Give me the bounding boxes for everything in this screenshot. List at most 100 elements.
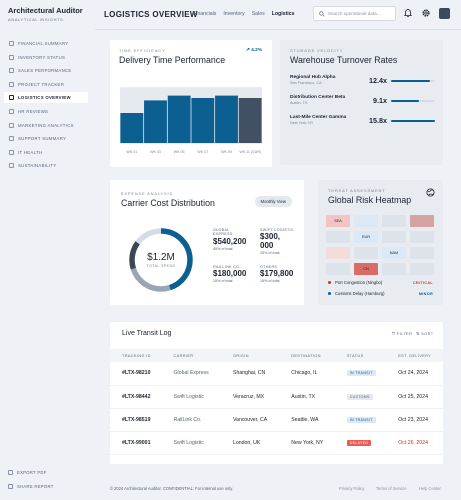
- help-center-link[interactable]: Help Center: [419, 486, 441, 491]
- sidebar-item-inventory-status[interactable]: INVENTORY STATUS: [4, 52, 88, 63]
- destination-cell: New York, NY: [279, 431, 335, 455]
- carrier-card: EXPENSE ANALYSIS Carrier Cost Distributi…: [110, 180, 304, 305]
- carrier-share: 15% of total: [260, 279, 280, 284]
- tracking-id: #LTX-98519: [110, 408, 162, 432]
- column-header[interactable]: STATUS: [334, 349, 387, 362]
- tab-logistics[interactable]: Logistics: [271, 11, 295, 17]
- warehouse-location: New York, NY: [290, 121, 314, 125]
- column-header[interactable]: CARRIER: [161, 349, 221, 362]
- sidebar-item-logistics-overview[interactable]: LOGISTICS OVERVIEW: [4, 92, 88, 104]
- sidebar-item-sustainability[interactable]: SUSTAINABILITY: [4, 160, 88, 171]
- heatmap-cell[interactable]: [410, 263, 434, 275]
- clipboard-icon: [9, 81, 14, 87]
- headset-icon: [9, 136, 14, 142]
- heatmap-cell[interactable]: [382, 215, 406, 227]
- search-box[interactable]: [313, 6, 396, 21]
- status-badge: IN TRANSIT: [346, 416, 376, 423]
- sidebar-item-support-summary[interactable]: SUPPORT SUMMARY: [4, 133, 88, 144]
- risk-alert-name: Customs Delay (Hamburg): [335, 291, 385, 296]
- warehouse-overline: STORAGE VELOCITY: [290, 48, 344, 53]
- carrier-cost: $180,000: [213, 269, 247, 279]
- leaf-icon: [9, 163, 14, 169]
- trend-icon: [9, 68, 14, 74]
- turnover-value: 9.1x: [373, 96, 387, 105]
- truck-icon: [9, 95, 14, 101]
- sidebar-item-marketing-analytics[interactable]: MARKETING ANALYTICS: [4, 120, 88, 131]
- delivery-date-cell: Oct 24, 2024: [386, 362, 443, 386]
- heatmap-cell-sea[interactable]: SEA: [326, 215, 350, 227]
- sidebar-item-label: SUPPORT SUMMARY: [18, 136, 67, 142]
- risk-level: MINOR: [418, 291, 433, 296]
- x-tick-label: WK 07: [197, 150, 208, 154]
- heatmap-cell[interactable]: [354, 215, 378, 227]
- heatmap-cell[interactable]: [326, 263, 350, 275]
- sidebar-item-label: SALES PERFORMANCE: [18, 68, 72, 74]
- heatmap-cell-cn[interactable]: CN: [354, 263, 378, 275]
- sidebar-item-label: IT HEALTH: [18, 149, 43, 155]
- heatmap-cell[interactable]: [410, 231, 434, 243]
- status-cell: IN TRANSIT: [334, 408, 387, 432]
- warehouse-row: Last-Mile Center Gamma New York, NY 15.8x: [290, 115, 435, 125]
- terms-of-service-link[interactable]: Terms of Service: [376, 486, 407, 491]
- heatmap-cell-eur[interactable]: EUR: [354, 231, 378, 243]
- column-header[interactable]: ORIGIN: [220, 349, 280, 362]
- privacy-policy-link[interactable]: Privacy Policy: [339, 486, 365, 491]
- column-header[interactable]: EST. DELIVERY: [386, 349, 443, 362]
- heatmap-cell[interactable]: [326, 247, 350, 259]
- status-badge: CUSTOMS: [346, 393, 373, 400]
- search-input[interactable]: [327, 11, 395, 16]
- carrier-donut-chart: [129, 228, 193, 292]
- heatmap-cell[interactable]: [382, 263, 406, 275]
- risk-alert: Customs Delay (Hamburg) MINOR: [328, 291, 433, 296]
- risk-alert-name: Port Congestion (Ningbo): [335, 280, 383, 285]
- heatmap-cell[interactable]: [354, 247, 378, 259]
- delivery-date-cell: Oct 26, 2024: [386, 431, 443, 455]
- carrier-name: GLOBAL EXPRESS: [213, 228, 233, 237]
- sidebar-item-label: INVENTORY STATUS: [18, 54, 66, 60]
- sidebar-item-hr-reviews[interactable]: HR REVIEWS: [4, 106, 88, 117]
- gear-icon[interactable]: [421, 8, 431, 18]
- tab-sales[interactable]: Sales: [251, 11, 265, 17]
- column-header[interactable]: TRACKING ID: [110, 349, 162, 362]
- heatmap-cell[interactable]: [410, 247, 434, 259]
- avatar[interactable]: [439, 8, 450, 19]
- megaphone-icon: [9, 122, 14, 128]
- carrier-overline: EXPENSE ANALYSIS: [121, 191, 173, 196]
- table-row[interactable]: #LTX-98519 RailLink Co. Vancouver, CA Seatt…: [110, 408, 443, 432]
- donut-total-label: TOTAL SPEND: [146, 264, 176, 268]
- column-header[interactable]: DESTINATION: [279, 349, 335, 362]
- bell-icon[interactable]: [403, 8, 413, 18]
- sidebar-item-financial-summary[interactable]: FINANCIAL SUMMARY: [4, 38, 88, 49]
- monitor-icon: [9, 149, 14, 155]
- warehouse-title: Warehouse Turnover Rates: [290, 55, 398, 65]
- heatmap-cell-nam[interactable]: NAM: [382, 247, 406, 259]
- heatmap-cell[interactable]: [382, 231, 406, 243]
- x-tick-label: WK 01: [126, 150, 137, 154]
- transit-table: TRACKING ID CARRIER ORIGIN DESTINATION STATU…: [110, 349, 443, 455]
- tab-inventory[interactable]: Inventory: [223, 11, 245, 17]
- heatmap-cell[interactable]: [326, 231, 350, 243]
- warehouse-row: Distribution Center Beta Austin, TX 9.1x: [290, 95, 435, 105]
- filter-button[interactable]: ⛉ FILTER: [392, 331, 412, 336]
- share-report-link[interactable]: SHARE REPORT: [8, 484, 54, 489]
- turnover-value: 12.4x: [369, 76, 387, 85]
- people-icon: [9, 108, 14, 114]
- table-row[interactable]: #LTX-98210 Global Express Shanghai, CN Chic…: [110, 362, 443, 386]
- carrier-cell: Global Express: [161, 362, 221, 386]
- export-pdf-link[interactable]: EXPORT PDF: [8, 470, 47, 475]
- sidebar-item-sales-performance[interactable]: SALES PERFORMANCE: [4, 65, 88, 76]
- status-dot-icon: [328, 292, 331, 295]
- bar-wk-03: [144, 100, 167, 143]
- risk-card: THREAT ASSESSMENT Global Risk Heatmap SE…: [318, 180, 443, 305]
- monthly-view-button[interactable]: Monthly View: [254, 196, 292, 207]
- table-row[interactable]: #LTX-98442 Swift Logistic Veracruz, MX Aust…: [110, 385, 443, 409]
- sort-button[interactable]: ⇅ SORT: [416, 331, 434, 336]
- table-row[interactable]: #LTX-99001 Swift Logistic London, UK New Yo…: [110, 431, 443, 455]
- status-cell: IN TRANSIT: [334, 362, 387, 386]
- origin-cell: Vancouver, CA: [220, 408, 280, 432]
- heatmap-cell[interactable]: [410, 215, 434, 227]
- tab-financials[interactable]: Financials: [193, 11, 217, 17]
- sidebar-item-project-tracker[interactable]: PROJECT TRACKER: [4, 79, 88, 90]
- globe-icon[interactable]: [426, 188, 435, 197]
- sidebar-item-it-health[interactable]: IT HEALTH: [4, 147, 88, 158]
